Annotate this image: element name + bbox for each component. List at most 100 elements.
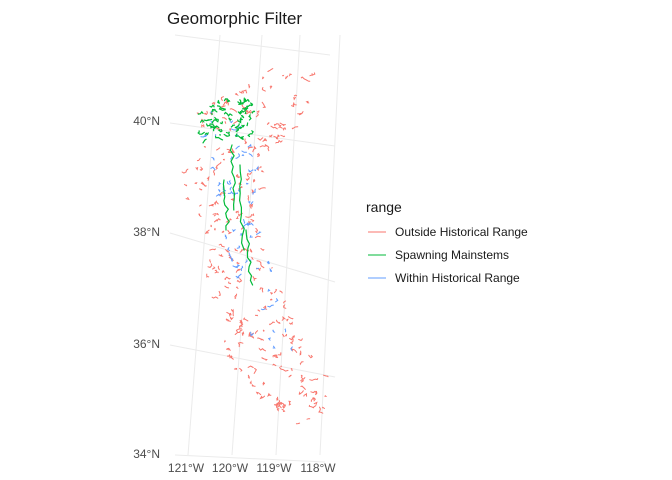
stream-segment-within bbox=[284, 328, 287, 333]
legend: range Outside Historical Range Spawning … bbox=[366, 199, 528, 285]
stream-segment-outside bbox=[212, 266, 216, 270]
stream-segment-outside bbox=[234, 329, 243, 335]
stream-segment-outside bbox=[258, 347, 266, 352]
stream-segment-outside bbox=[244, 138, 247, 144]
stream-segment-outside bbox=[221, 230, 225, 233]
stream-segment-outside bbox=[226, 311, 232, 317]
stream-segment-outside bbox=[269, 321, 275, 326]
stream-segment-outside bbox=[239, 91, 243, 94]
stream-segment-outside bbox=[309, 72, 316, 77]
stream-segment-within bbox=[246, 182, 249, 185]
stream-segment-within bbox=[224, 235, 228, 240]
stream-segment-outside bbox=[205, 229, 210, 234]
stream-segment-outside bbox=[249, 380, 252, 385]
stream-segment-outside bbox=[280, 134, 286, 138]
stream-segment-outside bbox=[257, 154, 260, 158]
stream-segment-outside bbox=[290, 368, 293, 372]
stream-segment-within bbox=[272, 329, 276, 333]
stream-segment-outside bbox=[323, 374, 329, 378]
graticule-parallel-34 bbox=[174, 454, 326, 463]
stream-segment-within bbox=[256, 165, 259, 170]
stream-segment-spawning bbox=[204, 132, 209, 136]
stream-segment-outside bbox=[255, 112, 259, 118]
stream-segment-spawning bbox=[228, 117, 232, 121]
stream-segment-outside bbox=[255, 391, 262, 396]
stream-segment-outside bbox=[283, 300, 287, 304]
stream-segment-outside bbox=[290, 337, 294, 345]
streams-spawning-mainstems bbox=[197, 97, 256, 286]
stream-segment-outside bbox=[295, 422, 301, 425]
stream-segment-outside bbox=[288, 400, 291, 404]
stream-segment-spawning bbox=[244, 111, 247, 115]
stream-segment-outside bbox=[318, 406, 324, 414]
stream-segment-outside bbox=[194, 182, 198, 185]
stream-segment-outside bbox=[298, 338, 303, 341]
stream-segment-outside bbox=[221, 152, 224, 155]
stream-segment-outside bbox=[313, 401, 318, 405]
stream-segment-within bbox=[247, 143, 252, 148]
stream-segment-outside bbox=[235, 216, 239, 219]
stream-segment-spawning bbox=[227, 99, 231, 103]
stream-segment-spawning bbox=[210, 113, 213, 115]
spawning-mainstem-channel bbox=[229, 144, 236, 211]
stream-segment-outside bbox=[245, 213, 255, 218]
stream-segment-outside bbox=[234, 247, 238, 252]
stream-segment-outside bbox=[235, 174, 241, 179]
graticule-meridian-120 bbox=[231, 34, 263, 456]
stream-segment-outside bbox=[299, 350, 302, 356]
stream-segment-spawning bbox=[217, 128, 223, 133]
stream-segment-outside bbox=[254, 235, 261, 239]
stream-segment-outside bbox=[216, 161, 222, 167]
lon-tick-119: 119°W bbox=[256, 461, 292, 475]
stream-segment-outside bbox=[200, 182, 207, 187]
stream-segment-spawning bbox=[242, 98, 250, 104]
stream-segment-within bbox=[235, 153, 240, 159]
stream-segment-outside bbox=[269, 85, 273, 90]
stream-segment-outside bbox=[214, 219, 218, 223]
stream-segment-outside bbox=[233, 367, 238, 370]
stream-segment-outside bbox=[249, 204, 252, 209]
stream-segment-within bbox=[250, 201, 254, 205]
stream-segment-outside bbox=[251, 256, 254, 260]
stream-segment-outside bbox=[249, 111, 253, 114]
stream-segment-outside bbox=[257, 337, 264, 341]
spawning-mainstem-channel bbox=[245, 229, 254, 286]
stream-segment-spawning bbox=[218, 107, 226, 111]
stream-segment-outside bbox=[269, 134, 273, 138]
legend-label-within: Within Historical Range bbox=[395, 271, 520, 285]
stream-segment-outside bbox=[216, 147, 221, 151]
stream-segment-outside bbox=[226, 148, 232, 153]
stream-segment-outside bbox=[300, 385, 306, 390]
stream-segment-outside bbox=[269, 298, 273, 301]
stream-segment-outside bbox=[276, 396, 279, 401]
stream-segment-outside bbox=[226, 347, 231, 351]
stream-segment-spawning bbox=[241, 107, 248, 113]
stream-segment-outside bbox=[248, 146, 253, 150]
stream-segment-outside bbox=[256, 152, 260, 156]
stream-segment-outside bbox=[257, 309, 261, 312]
stream-segment-outside bbox=[235, 328, 242, 333]
stream-segment-outside bbox=[256, 110, 260, 113]
stream-segment-outside bbox=[293, 94, 298, 97]
stream-segment-outside bbox=[221, 270, 226, 273]
stream-segment-outside bbox=[285, 75, 289, 80]
stream-segment-outside bbox=[247, 374, 250, 379]
graticule-parallel-38 bbox=[169, 232, 336, 283]
stream-segment-within bbox=[269, 267, 272, 272]
stream-segment-within bbox=[231, 229, 236, 232]
stream-segment-spawning bbox=[235, 133, 239, 138]
stream-segment-spawning bbox=[241, 124, 246, 128]
stream-segment-outside bbox=[289, 73, 292, 77]
stream-segment-outside bbox=[199, 166, 204, 171]
stream-segment-within bbox=[249, 235, 253, 238]
stream-segment-outside bbox=[266, 122, 270, 125]
stream-segment-outside bbox=[254, 330, 259, 334]
stream-segment-outside bbox=[218, 290, 221, 296]
stream-segment-outside bbox=[293, 96, 296, 101]
stream-segment-spawning bbox=[248, 112, 252, 121]
stream-segment-outside bbox=[306, 79, 311, 82]
stream-segment-outside bbox=[225, 249, 230, 253]
stream-segment-within bbox=[227, 190, 235, 195]
stream-segment-outside bbox=[250, 218, 255, 223]
stream-segment-outside bbox=[208, 203, 215, 207]
